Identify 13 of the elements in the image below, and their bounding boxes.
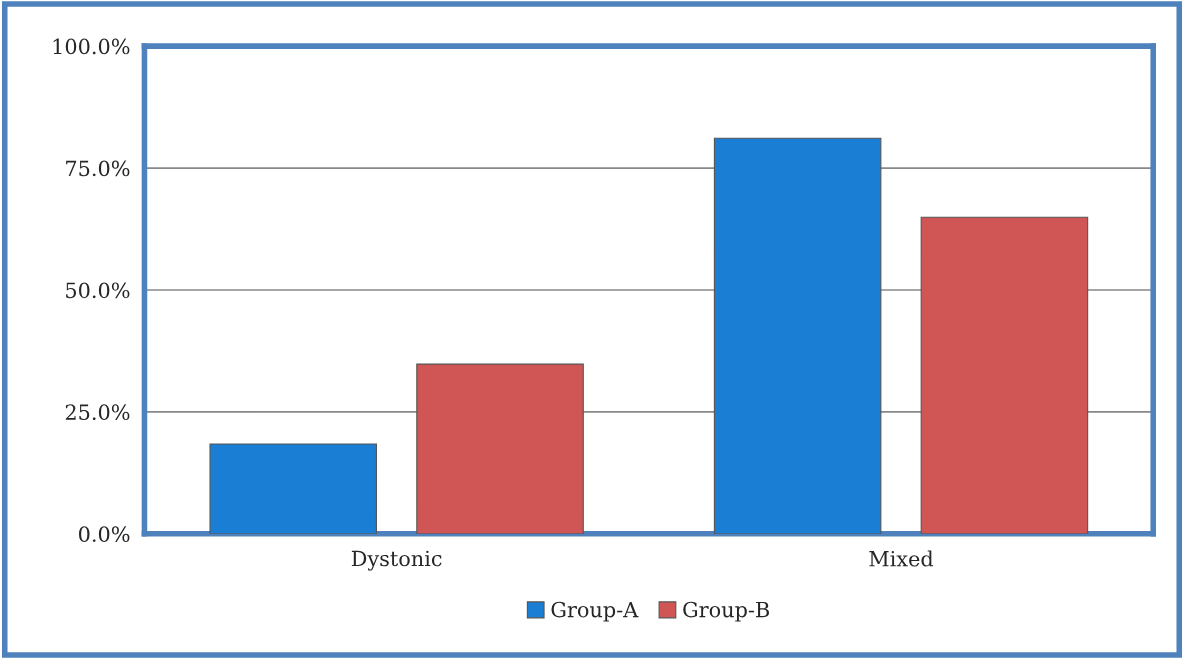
x-tick-label: Mixed xyxy=(869,550,934,567)
bar xyxy=(416,363,584,534)
y-tick-label: 75.0% xyxy=(66,160,130,177)
legend-label: Group-B xyxy=(683,601,770,622)
x-tick-label: Dystonic xyxy=(351,550,442,571)
bar xyxy=(209,443,378,534)
y-tick-label: 50.0% xyxy=(66,282,130,299)
y-tick-label: 100.0% xyxy=(53,38,130,55)
y-tick-label: 0.0% xyxy=(79,526,130,542)
bar xyxy=(713,137,882,534)
legend-label: Group-A xyxy=(551,601,639,622)
bar xyxy=(920,216,1089,534)
y-tick-label: 25.0% xyxy=(65,404,130,421)
